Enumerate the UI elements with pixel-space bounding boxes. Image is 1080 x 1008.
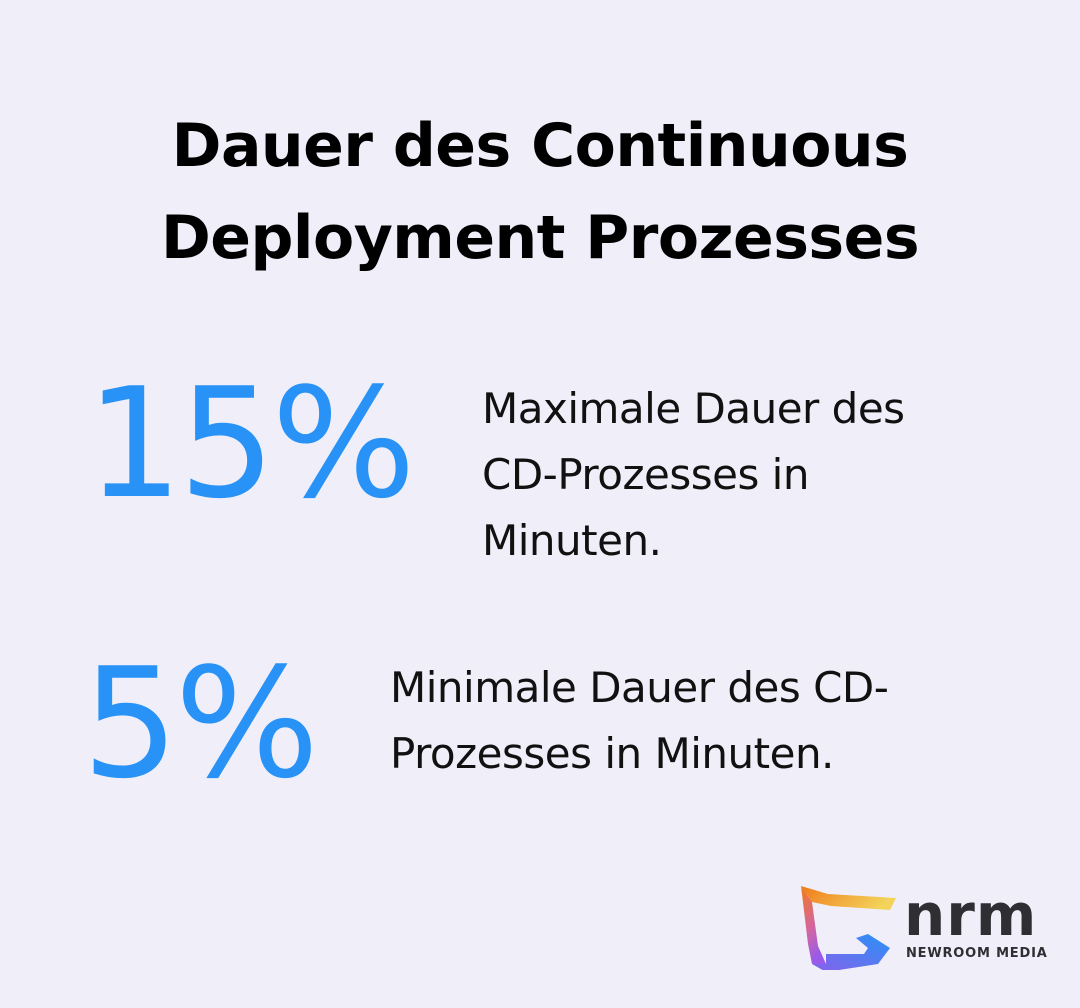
logo-wordmark: nrm xyxy=(904,881,1038,949)
page-title: Dauer des Continuous Deployment Prozesse… xyxy=(0,100,1080,284)
title-line-1: Dauer des Continuous xyxy=(171,111,909,181)
brand-logo: nrm NEWROOM MEDIA xyxy=(798,884,1048,974)
newroom-media-logo-icon xyxy=(801,886,896,970)
stat-min-value: 5% xyxy=(82,635,319,812)
logo-subtitle: NEWROOM MEDIA xyxy=(906,946,1048,961)
title-line-2: Deployment Prozesses xyxy=(160,203,920,273)
stat-min-description: Minimale Dauer des CD-Prozesses in Minut… xyxy=(390,663,889,778)
stat-max-description: Maximale Dauer des CD-Prozesses in Minut… xyxy=(482,384,905,565)
stat-max-value: 15% xyxy=(86,355,416,532)
